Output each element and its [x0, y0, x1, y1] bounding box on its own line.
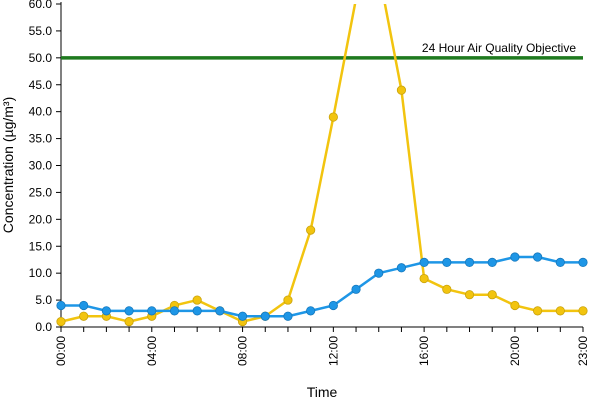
series-2-point: [510, 252, 520, 262]
series-2-point: [124, 306, 134, 316]
y-tick-label: 15.0: [29, 239, 53, 253]
series-1-point: [283, 295, 293, 305]
objective-label: 24 Hour Air Quality Objective: [422, 41, 576, 55]
series-2-point: [533, 252, 543, 262]
series-2-point: [442, 257, 452, 267]
series-2-point: [555, 257, 565, 267]
y-tick-label: 5.0: [35, 293, 52, 307]
series-2-point: [578, 257, 588, 267]
series-1-point: [555, 306, 565, 316]
x-tick-label: 08:00: [236, 336, 250, 366]
y-tick-label: 40.0: [29, 105, 53, 119]
series-1-point: [124, 317, 134, 327]
series-1-point: [442, 284, 452, 294]
y-tick-label: 45.0: [29, 78, 53, 92]
series-2-point: [374, 268, 384, 278]
x-tick-label: 20:00: [508, 336, 522, 366]
series-2-point: [464, 257, 475, 267]
series-1-point: [419, 273, 429, 284]
series-1-point: [192, 295, 202, 305]
y-tick-label: 60.0: [29, 0, 53, 11]
series-2-point: [147, 306, 157, 316]
series-1-point: [510, 300, 520, 311]
y-tick-label: 0.0: [35, 320, 52, 334]
y-tick-label: 25.0: [29, 185, 53, 199]
series-1-point: [56, 317, 66, 327]
series-1-point: [464, 290, 475, 300]
x-tick-label: 12:00: [326, 336, 340, 366]
series-2-point: [328, 300, 338, 311]
y-tick-label: 20.0: [29, 212, 53, 226]
series-1-point: [352, 0, 360, 3]
y-tick-label: 35.0: [29, 132, 53, 146]
y-tick-label: 55.0: [29, 24, 53, 38]
y-axis-title: Concentration (µg/m³): [0, 97, 16, 233]
series-2-point: [283, 311, 293, 321]
y-tick-label: 10.0: [29, 266, 53, 280]
series-2-point: [306, 306, 316, 316]
series-1-point: [306, 225, 316, 235]
series-1-point: [487, 290, 497, 300]
series-1-point: [396, 85, 407, 95]
x-axis-title: Time: [307, 384, 338, 400]
series-2-point: [351, 284, 361, 294]
y-tick-label: 50.0: [29, 51, 53, 65]
x-tick-label: 04:00: [145, 336, 159, 366]
series-2-point: [169, 306, 180, 316]
series-2-point: [101, 306, 111, 316]
x-tick-label: 00:00: [54, 336, 68, 366]
y-tick-label: 30.0: [29, 159, 53, 173]
series-2-point: [237, 311, 248, 321]
series-2-line: [61, 255, 583, 318]
series-1-point: [533, 306, 543, 316]
series-2-point: [56, 300, 66, 311]
series-2-point: [215, 306, 225, 316]
series-1-point: [578, 306, 588, 316]
series-2-point: [192, 306, 202, 316]
series-1-point: [328, 112, 338, 122]
series-layer: [56, 0, 588, 327]
x-tick-label: 23:00: [576, 336, 590, 366]
x-tick-label: 16:00: [417, 336, 431, 366]
series-2-point: [487, 257, 497, 267]
series-2-point: [79, 300, 89, 311]
series-2-point: [419, 257, 429, 267]
series-1-point: [79, 311, 89, 321]
series-2-point: [260, 311, 270, 321]
series-2-point: [396, 263, 407, 273]
plot-area: 0.0 5.0 10.0 15.0 20.0 25.0 30.0 35.0 40.0 45.0 50…: [29, 0, 590, 366]
